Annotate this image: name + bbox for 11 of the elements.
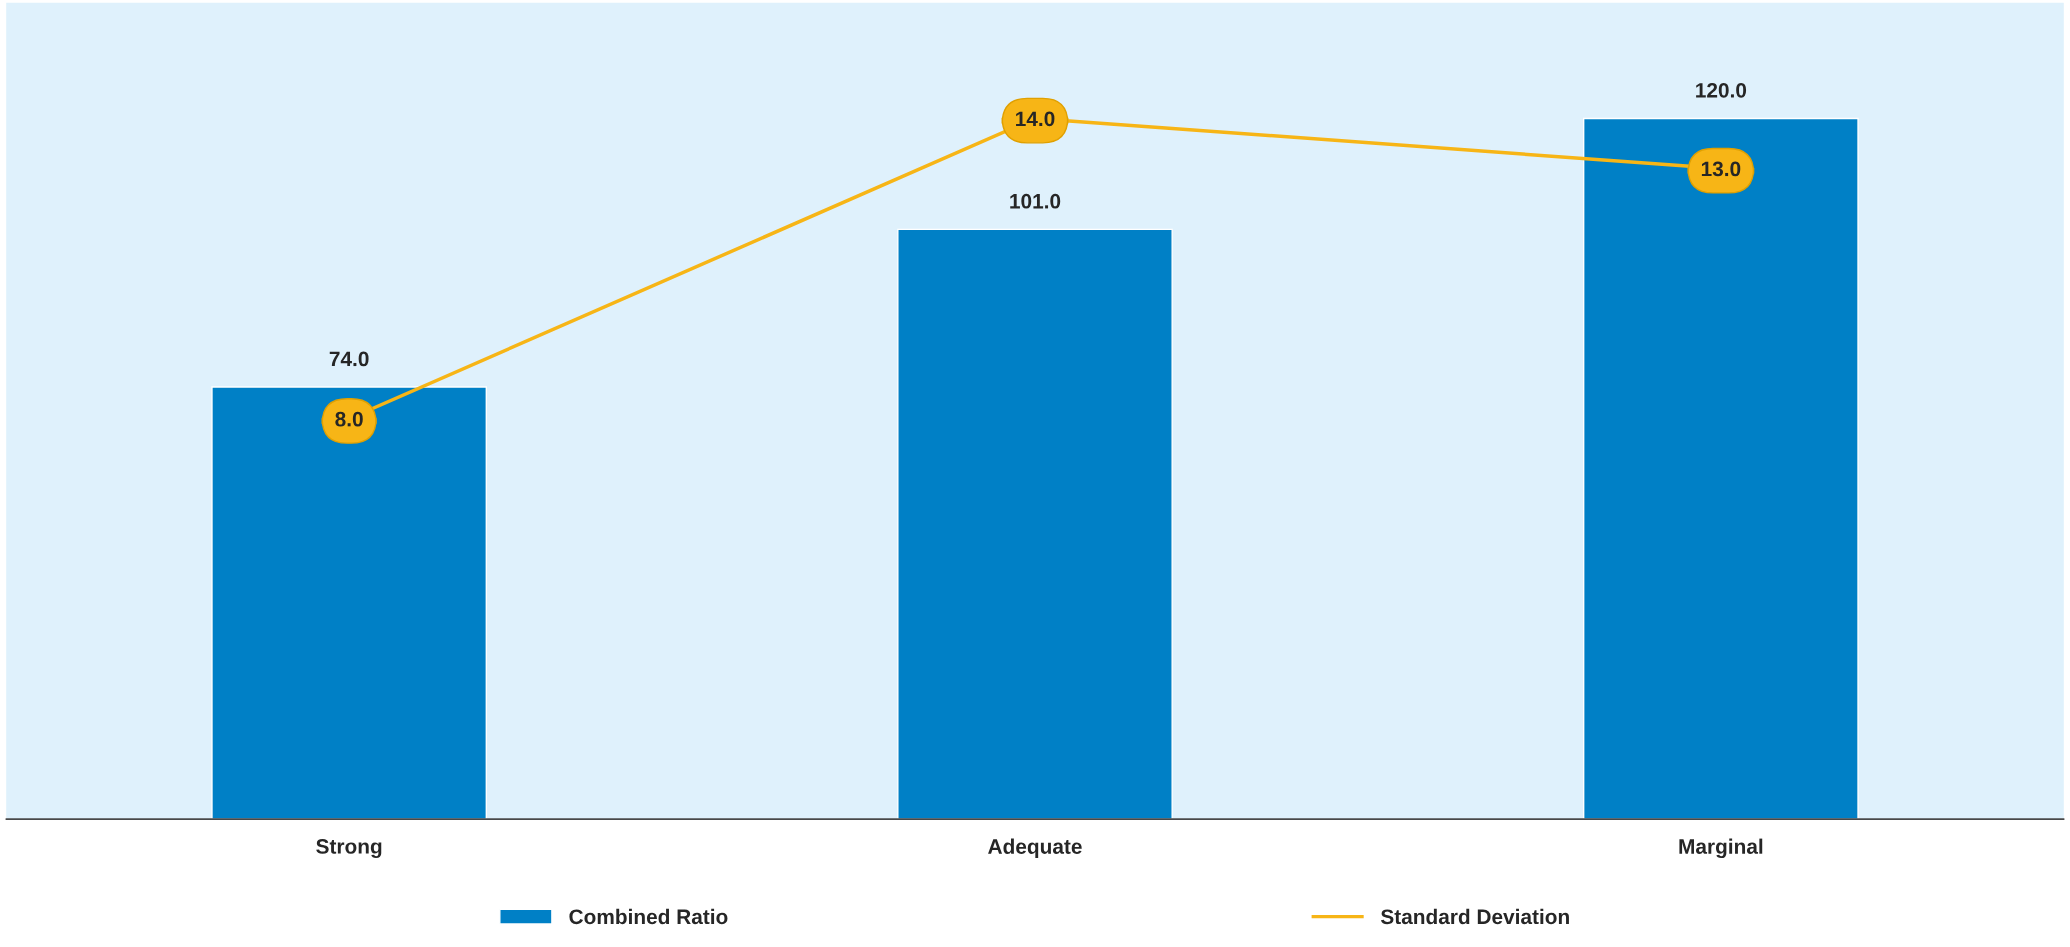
x-tick-label: Marginal <box>1679 838 1763 859</box>
legend-label: Combined Ratio <box>569 908 728 925</box>
data-label: 74.0 <box>329 351 369 367</box>
data-label: 101.0 <box>1010 193 1061 209</box>
x-tick-label: Adequate <box>988 838 1082 859</box>
legend-label: Standard Deviation <box>1380 908 1569 925</box>
data-label: 8.0 <box>335 411 363 427</box>
data-label: 14.0 <box>1016 111 1055 127</box>
data-label: 120.0 <box>1696 82 1747 98</box>
x-tick-label: Strong <box>316 839 382 859</box>
data-label: 13.0 <box>1701 161 1741 177</box>
